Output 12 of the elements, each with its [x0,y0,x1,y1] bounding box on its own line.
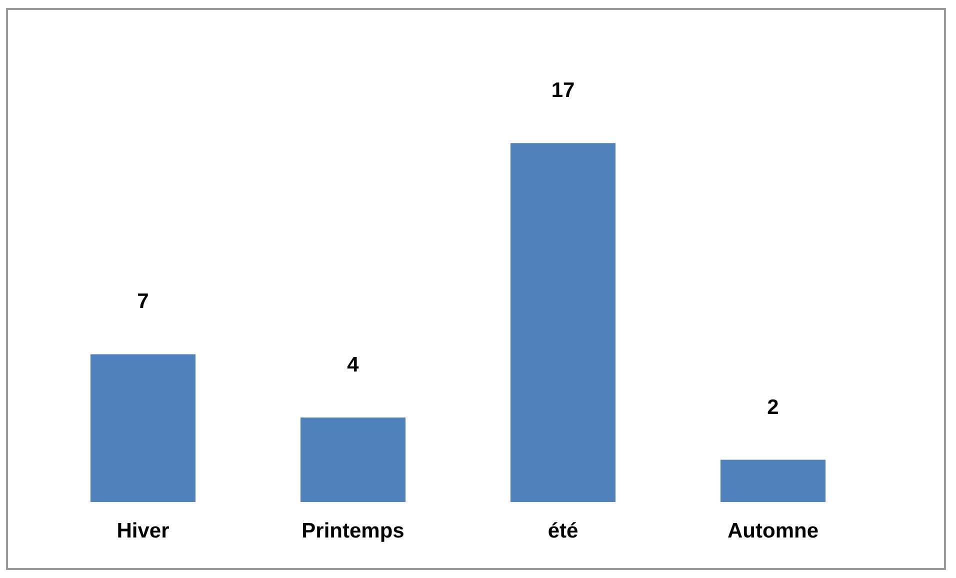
x-tick-label: Hiver [116,520,170,542]
data-label: 7 [137,290,149,314]
bar [720,460,826,502]
data-label: 17 [551,79,575,102]
x-tick-label: Printemps [302,520,404,542]
bar [510,143,616,502]
x-tick-label: Automne [728,520,818,542]
x-tick-label: été [548,520,578,542]
bar [300,418,406,502]
data-label: 2 [767,396,779,419]
data-label: 4 [347,354,360,377]
bar [90,354,196,502]
